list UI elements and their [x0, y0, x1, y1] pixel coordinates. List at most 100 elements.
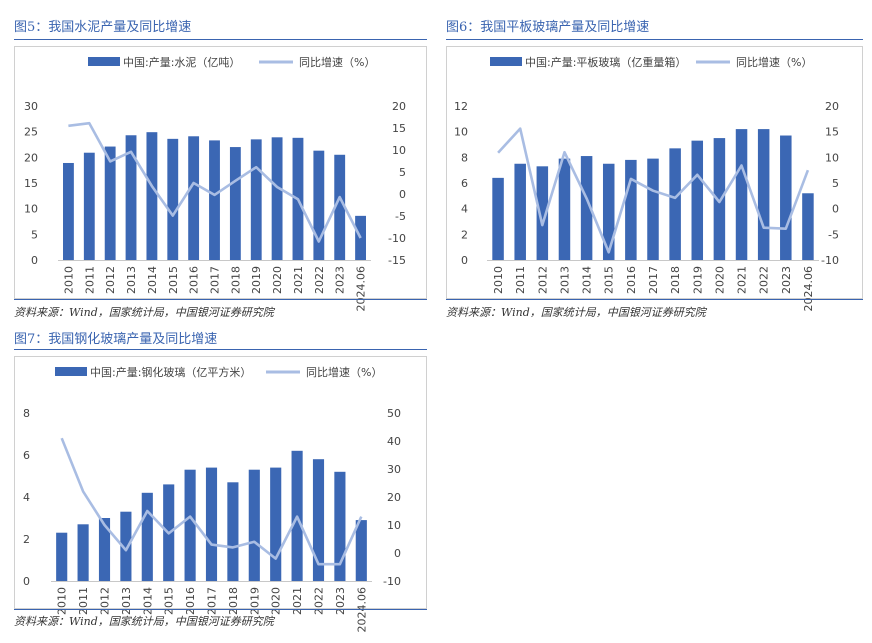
- bar: [334, 471, 346, 581]
- y-right-tick-label: -15: [388, 254, 406, 267]
- x-tick-label: 2022: [313, 266, 326, 294]
- bar: [602, 163, 615, 260]
- bar: [691, 140, 704, 260]
- y-left-tick-label: 0: [461, 254, 468, 267]
- y-left-tick-label: 20: [24, 151, 38, 164]
- source-divider: [446, 299, 863, 300]
- bar: [104, 146, 116, 260]
- x-tick-label: 2016: [184, 587, 197, 615]
- bar: [167, 138, 179, 260]
- chart-title: 图5：我国水泥产量及同比增速: [14, 20, 192, 35]
- x-tick-label: 2014: [581, 266, 594, 294]
- title-divider: [446, 39, 863, 40]
- bar: [229, 147, 241, 260]
- title-divider: [14, 349, 427, 350]
- x-tick-label: 2020: [271, 266, 284, 294]
- bar: [669, 148, 681, 260]
- y-left-tick-label: 12: [454, 100, 468, 113]
- chart-title: 图6：我国平板玻璃产量及同比增速: [446, 20, 650, 35]
- y-right-tick-label: 10: [825, 151, 839, 164]
- x-tick-label: 2023: [334, 266, 347, 294]
- source-divider: [14, 299, 427, 300]
- y-right-tick-label: -5: [395, 210, 406, 223]
- chart-title: 图7：我国钢化玻璃产量及同比增速: [14, 332, 218, 347]
- y-right-tick-label: -5: [828, 228, 839, 241]
- bar: [355, 520, 367, 581]
- x-tick-label: 2011: [83, 266, 96, 294]
- x-tick-label: 2010: [62, 266, 75, 294]
- legend-swatch-bar: [55, 367, 87, 376]
- x-tick-label: 2010: [56, 587, 69, 615]
- y-left-tick-label: 0: [31, 254, 38, 267]
- chart-panel-tempered-glass: 图7：我国钢化玻璃产量及同比增速 0 2 4 6 8 -10 0 10 20 30 40 50 2010…: [14, 328, 427, 633]
- y-right-tick-label: 5: [399, 166, 406, 179]
- chart-svg: 0 2 4 6 8 10 12 -10 -5 0 5 10 15 20 2010 2011 2012 2013 20…: [454, 55, 839, 312]
- y-left-tick-label: 6: [23, 449, 30, 462]
- x-tick-label: 2012: [104, 266, 117, 294]
- y-left-tick-label: 0: [23, 575, 30, 588]
- legend-label-bar: 中国:产量:平板玻璃（亿重量箱）: [525, 55, 686, 69]
- y-right-tick-label: -10: [383, 575, 401, 588]
- bar: [227, 482, 239, 581]
- y-right-tick-label: 10: [392, 144, 406, 157]
- bar: [98, 518, 111, 581]
- legend-label-bar: 中国:产量:钢化玻璃（亿平方米）: [90, 365, 251, 379]
- x-tick-label: 2010: [492, 266, 505, 294]
- bar: [647, 158, 659, 260]
- x-tick-label: 2015: [603, 266, 616, 294]
- bar: [77, 524, 89, 581]
- y-left-tick-label: 8: [461, 151, 468, 164]
- x-tick-label: 2021: [736, 266, 749, 294]
- x-tick-label: 2015: [163, 587, 176, 615]
- bar: [188, 136, 200, 260]
- x-tick-label: 2014: [141, 587, 154, 615]
- y-left-tick-label: 6: [461, 177, 468, 190]
- x-tick-label: 2019: [691, 266, 704, 294]
- x-tick-label: 2021: [291, 587, 304, 615]
- legend-swatch-bar: [88, 57, 120, 66]
- x-tick-label: 2015: [167, 266, 180, 294]
- y-left-tick-label: 2: [461, 228, 468, 241]
- x-tick-label: 2018: [227, 587, 240, 615]
- y-left-tick-label: 10: [454, 126, 468, 139]
- x-tick-label: 2018: [669, 266, 682, 294]
- bar: [313, 150, 325, 260]
- bar: [312, 459, 325, 581]
- bar: [205, 467, 218, 581]
- title-divider: [14, 39, 427, 40]
- bar: [780, 135, 792, 260]
- x-tick-label: 2020: [713, 266, 726, 294]
- x-tick-label: 2016: [625, 266, 638, 294]
- source-note: 资料来源：Wind，国家统计局，中国银河证券研究院: [14, 306, 274, 319]
- legend-label-bar: 中国:产量:水泥（亿吨）: [123, 55, 240, 69]
- bar: [735, 129, 748, 260]
- bar: [184, 469, 196, 581]
- x-tick-label: 2011: [77, 587, 90, 615]
- bar: [625, 159, 637, 260]
- bar: [536, 166, 549, 260]
- bar: [558, 158, 571, 260]
- y-right-tick-label: 0: [394, 547, 401, 560]
- x-tick-label: 2023: [334, 587, 347, 615]
- bar: [146, 132, 158, 260]
- bar: [713, 138, 726, 260]
- x-tick-label: 2011: [514, 266, 527, 294]
- source-note: 资料来源：Wind，国家统计局，中国银河证券研究院: [14, 615, 274, 628]
- x-tick-label: 2017: [206, 587, 219, 615]
- x-tick-label: 2016: [188, 266, 201, 294]
- legend-label-line: 同比增速（%）: [306, 365, 382, 379]
- x-tick-label: 2013: [558, 266, 571, 294]
- y-left-tick-label: 5: [31, 228, 38, 241]
- y-right-tick-label: 50: [387, 407, 401, 420]
- y-right-tick-label: 15: [392, 122, 406, 135]
- chart-svg: 0 2 4 6 8 -10 0 10 20 30 40 50 2010 2011 2012 2013 2014 2…: [23, 365, 401, 633]
- x-tick-label: 2022: [758, 266, 771, 294]
- bar: [757, 129, 770, 260]
- source-divider: [14, 609, 427, 610]
- y-left-tick-label: 4: [23, 491, 30, 504]
- bar: [250, 139, 262, 260]
- bar: [271, 137, 283, 260]
- y-right-tick-label: 30: [387, 463, 401, 476]
- x-tick-label: 2013: [125, 266, 138, 294]
- y-right-tick-label: 0: [832, 203, 839, 216]
